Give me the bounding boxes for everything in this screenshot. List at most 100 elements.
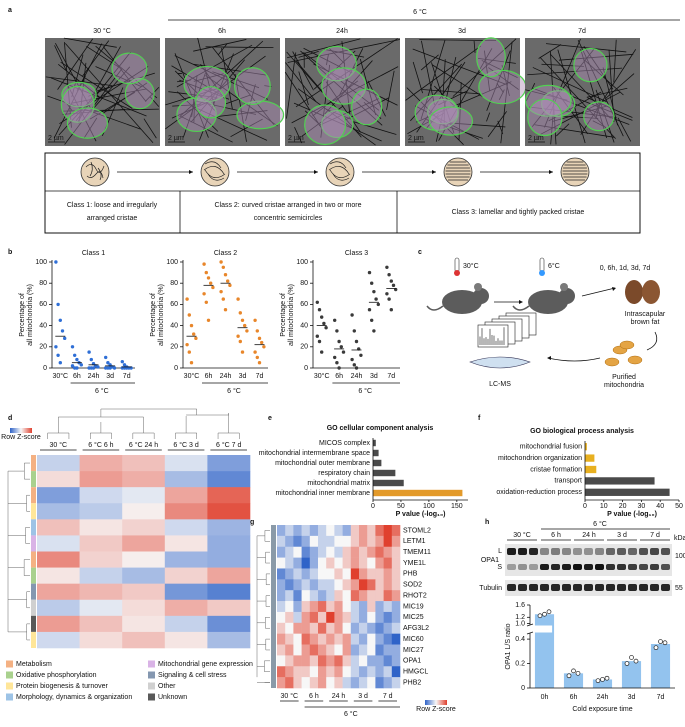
row-annotation: [31, 503, 36, 520]
texture: [550, 108, 555, 145]
heatmap-cell: [122, 471, 166, 488]
texture: [324, 48, 365, 58]
point: [70, 364, 75, 368]
blot-lane: 7 d: [650, 532, 660, 539]
point: [315, 300, 319, 304]
dendrogram: [7, 462, 30, 641]
texture: [497, 120, 504, 135]
point: [352, 329, 356, 333]
heatmap-cell: [301, 525, 311, 537]
heatmap-cell: [293, 546, 302, 558]
y-tick-label: respiratory chain: [318, 470, 370, 477]
heatmap-cell: [79, 567, 123, 584]
heatmap-cell: [383, 677, 393, 689]
heatmap-cell: [383, 611, 393, 624]
cristae: [203, 161, 226, 181]
heatmap-cell: [318, 611, 327, 624]
heatmap-cell: [391, 622, 401, 634]
heatmap-cell: [350, 525, 360, 537]
texture: [300, 50, 383, 126]
y-tick-label: 80: [300, 280, 308, 287]
texture: [177, 91, 219, 132]
heatmap-cell: [342, 579, 352, 591]
point: [226, 279, 230, 283]
heatmap-cell: [318, 677, 327, 689]
band: [606, 548, 615, 555]
arrow: [581, 287, 616, 297]
heatmap-cell: [334, 622, 343, 634]
texture: [303, 47, 353, 74]
scale-bar-label: 2 µm: [408, 135, 424, 142]
heatmap-cell: [342, 666, 352, 678]
texture: [410, 63, 462, 122]
point: [337, 339, 341, 344]
heatmap-cell: [293, 557, 302, 569]
heatmap-cell: [391, 535, 401, 548]
x-tick-label: 40: [656, 503, 664, 510]
heatmap-cell: [207, 631, 251, 649]
chart-title: GO cellular component analysis: [327, 425, 434, 432]
y-tick-label: 60: [39, 301, 47, 308]
texture: [149, 96, 160, 107]
bar: [650, 644, 671, 688]
mitochondrion-outline: [428, 106, 474, 136]
texture: [544, 38, 581, 128]
heatmap-cell: [37, 631, 80, 649]
panel-label: c: [418, 249, 422, 256]
point: [350, 357, 354, 362]
heatmap-cell: [277, 611, 286, 624]
y-tick-label: 0: [174, 365, 178, 372]
y-axis-label: Percentage of: [280, 293, 287, 337]
blot-group: 6 °C: [593, 520, 607, 528]
heatmap-cell: [350, 568, 360, 580]
point: [335, 329, 339, 333]
heatmap-cell: [37, 471, 80, 488]
heatmap-cell: [383, 633, 393, 645]
heatmap-cell: [122, 615, 166, 633]
row-annotation: [31, 615, 36, 632]
point: [245, 329, 249, 333]
heatmap-cell: [334, 601, 343, 613]
point: [243, 323, 247, 328]
heatmap-cell: [334, 611, 343, 624]
heatmap-cell: [383, 644, 393, 656]
texture: [174, 55, 268, 100]
group-label: 6 °C: [227, 387, 241, 395]
chart-title: GO biological process analysis: [530, 428, 634, 435]
heatmap-cell: [334, 644, 343, 656]
thermometer: [454, 257, 460, 273]
heatmap-cell: [383, 525, 393, 537]
point: [566, 673, 572, 679]
band: [650, 584, 659, 591]
class-description: Class 1: loose and irregularly: [67, 202, 158, 209]
band: [661, 548, 670, 555]
y-tick-label: transport: [554, 478, 582, 485]
temperature: 30°C: [463, 262, 479, 270]
y-tick-label: 20: [170, 344, 178, 351]
heatmap-cell: [383, 579, 393, 591]
heatmap-cell: [391, 655, 401, 667]
texture: [303, 52, 380, 111]
heatmap-cell: [318, 666, 327, 678]
heatmap-cell: [334, 655, 343, 667]
axis-break: [526, 631, 534, 635]
heatmap-cell: [301, 644, 311, 656]
band: [540, 584, 549, 591]
point: [624, 661, 630, 666]
color-scale: [425, 700, 447, 705]
heatmap-cell: [326, 579, 335, 591]
point: [240, 350, 245, 354]
texture: [174, 70, 216, 111]
x-tick-label: 100: [423, 503, 435, 510]
micrograph: [45, 38, 160, 146]
point: [260, 340, 264, 345]
heatmap-cell: [367, 622, 376, 634]
legend-label: Metabolism: [16, 661, 52, 668]
brown-fat: [625, 280, 643, 304]
texture: [556, 123, 570, 137]
y-tick-label: mitochondrial outer membrane: [275, 460, 370, 467]
texture: [95, 45, 158, 99]
heatmap-cell: [164, 615, 208, 633]
heatmap-cell: [334, 677, 343, 689]
mitochondrion-outline: [124, 77, 155, 110]
